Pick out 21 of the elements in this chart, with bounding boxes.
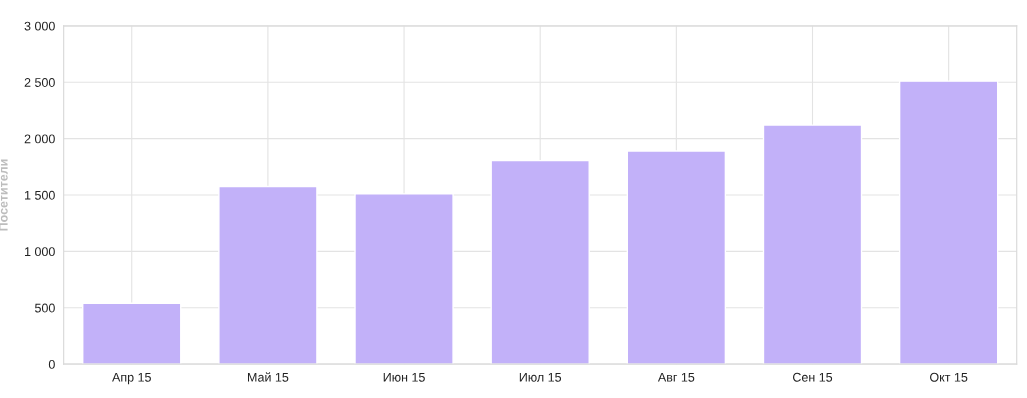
bar [82, 302, 182, 365]
y-tick-label: 3 000 [24, 21, 55, 31]
bar [762, 124, 863, 365]
bar [354, 193, 454, 365]
x-tick-label: Авг 15 [657, 372, 695, 382]
bar [490, 159, 590, 365]
bar [626, 150, 727, 365]
y-tick-label: 0 [48, 359, 55, 369]
x-tick-label: Сен 15 [793, 372, 833, 382]
bar [218, 185, 318, 365]
x-tick-label: Июн 15 [383, 372, 425, 382]
y-tick-label: 2 000 [24, 134, 55, 144]
y-tick-label: 1 000 [25, 247, 55, 257]
y-tick-label: 2 500 [24, 78, 55, 87]
x-tick-label: Июл 15 [519, 372, 562, 382]
x-tick-label: Май 15 [248, 372, 289, 382]
x-tick-label: Апр 15 [112, 372, 151, 385]
y-tick-label: 500 [34, 303, 55, 313]
x-tick-label: Окт 15 [930, 372, 968, 382]
bar [898, 80, 999, 365]
y-tick-label: 1 500 [25, 190, 55, 200]
